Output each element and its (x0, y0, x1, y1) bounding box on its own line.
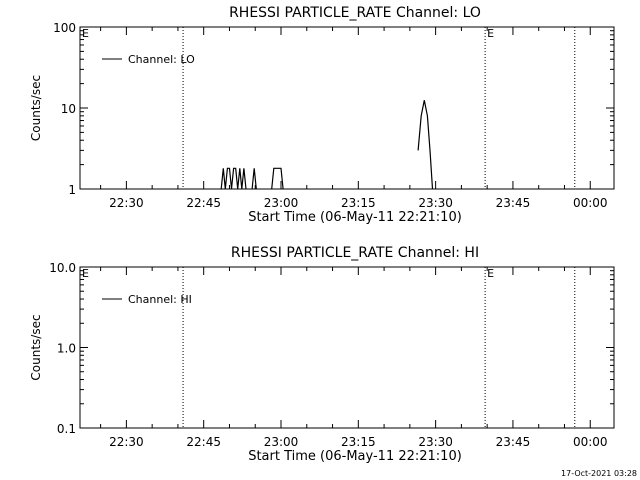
x-tick-label: 23:00 (264, 196, 299, 210)
panel-hi: RHESSI PARTICLE_RATE Channel: HI Counts/s… (29, 245, 615, 464)
series-line (251, 168, 257, 190)
x-axis-label: Start Time (06-May-11 22:21:10) (248, 210, 462, 225)
y-tick-label: 10 (61, 102, 76, 116)
event-marker-label: E (82, 27, 89, 40)
y-tick-label: 1.0 (57, 342, 76, 356)
x-axis-label: Start Time (06-May-11 22:21:10) (248, 449, 462, 464)
event-marker-label: E (487, 267, 494, 280)
chart-title: RHESSI PARTICLE_RATE Channel: HI (231, 245, 479, 261)
x-tick-label: 23:30 (418, 435, 453, 449)
x-tick-label: 23:15 (341, 196, 376, 210)
series-line (220, 167, 247, 190)
x-tick-label: 23:00 (264, 435, 299, 449)
panel-lo: RHESSI PARTICLE_RATE Channel: LO Counts/s… (29, 5, 615, 225)
x-tick-label: 22:45 (186, 435, 221, 449)
footer-timestamp: 17-Oct-2021 03:28 (561, 469, 637, 478)
series-line (271, 167, 284, 190)
x-tick-label: 23:15 (341, 435, 376, 449)
series-line (417, 100, 434, 190)
event-marker-label: E (487, 27, 494, 40)
x-tick-label: 22:45 (186, 196, 221, 210)
y-tick-label: 10.0 (49, 261, 76, 275)
y-tick-label: 0.1 (57, 422, 76, 436)
legend-label: Channel: LO (128, 53, 195, 66)
x-tick-label: 00:00 (573, 435, 608, 449)
y-axis-label: Counts/sec (29, 75, 43, 141)
chart-title: RHESSI PARTICLE_RATE Channel: LO (229, 5, 481, 21)
x-tick-label: 22:30 (109, 196, 144, 210)
event-marker-label: E (82, 267, 89, 280)
y-tick-label: 1 (68, 183, 76, 197)
x-tick-label: 22:30 (109, 435, 144, 449)
x-tick-label: 23:30 (418, 196, 453, 210)
x-tick-label: 23:45 (496, 196, 531, 210)
y-tick-label: 100 (53, 21, 76, 35)
x-tick-label: 23:45 (496, 435, 531, 449)
x-tick-label: 00:00 (573, 196, 608, 210)
plot-frame (79, 26, 615, 190)
legend-label: Channel: HI (128, 293, 192, 306)
y-axis-label: Counts/sec (29, 314, 43, 380)
plot-frame (79, 266, 615, 429)
